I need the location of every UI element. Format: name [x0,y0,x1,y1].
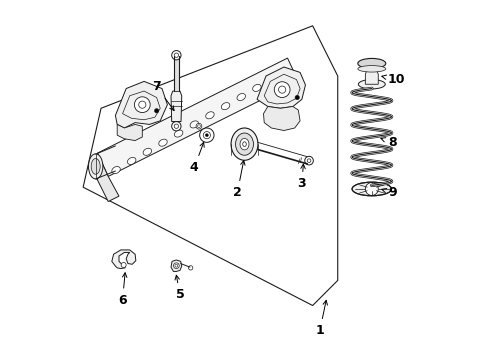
Polygon shape [171,91,182,122]
Text: 10: 10 [381,73,405,86]
Text: 3: 3 [297,164,305,190]
Ellipse shape [205,112,214,119]
Polygon shape [97,153,119,202]
Ellipse shape [143,148,151,156]
Polygon shape [97,58,298,176]
Text: 4: 4 [189,142,204,174]
Ellipse shape [159,139,167,146]
Polygon shape [174,56,178,91]
Circle shape [171,122,181,131]
Ellipse shape [88,154,102,179]
Circle shape [196,123,202,129]
Circle shape [171,50,181,60]
Circle shape [121,262,126,267]
Ellipse shape [230,128,258,160]
Circle shape [173,263,179,269]
Ellipse shape [351,182,391,196]
Circle shape [188,266,192,270]
Circle shape [154,109,159,113]
Text: 9: 9 [381,186,396,199]
Ellipse shape [91,158,100,174]
Ellipse shape [240,138,248,150]
Ellipse shape [357,66,385,72]
Circle shape [294,95,299,100]
Polygon shape [171,260,182,271]
Ellipse shape [174,130,183,137]
Ellipse shape [112,167,120,174]
Text: 6: 6 [118,273,126,307]
Circle shape [365,183,378,195]
Polygon shape [365,69,378,84]
Circle shape [274,82,289,98]
Ellipse shape [190,121,198,128]
Ellipse shape [235,133,253,155]
Text: 8: 8 [380,136,396,149]
Polygon shape [117,125,142,140]
Ellipse shape [358,80,385,89]
Ellipse shape [252,84,261,91]
Ellipse shape [268,75,276,82]
Circle shape [304,156,313,165]
Circle shape [205,134,208,136]
Ellipse shape [127,157,136,165]
Polygon shape [115,81,167,128]
Ellipse shape [357,58,385,68]
Polygon shape [263,107,300,131]
Text: 5: 5 [175,275,184,301]
Ellipse shape [237,94,245,100]
Polygon shape [112,250,136,269]
Text: 7: 7 [152,80,174,111]
Polygon shape [257,67,305,108]
Circle shape [199,128,214,142]
Text: 2: 2 [232,161,244,199]
Ellipse shape [221,103,229,110]
Circle shape [134,97,150,113]
Text: 1: 1 [315,300,327,337]
